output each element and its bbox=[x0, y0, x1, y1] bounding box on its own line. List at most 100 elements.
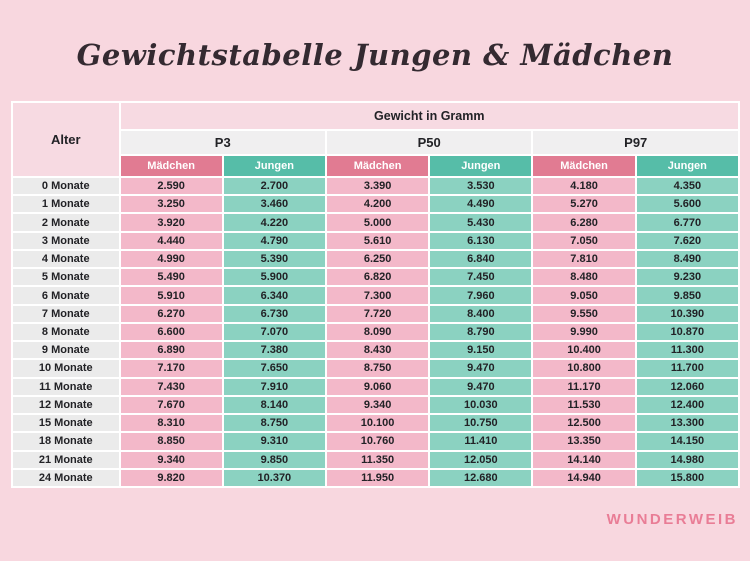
age-cell: 3 Monate bbox=[13, 232, 119, 249]
weight-cell: 12.500 bbox=[533, 415, 635, 432]
weight-cell: 9.470 bbox=[430, 378, 532, 395]
weight-cell: 8.850 bbox=[120, 433, 222, 450]
weight-cell: 4.350 bbox=[636, 178, 738, 195]
weight-cell: 7.670 bbox=[120, 396, 222, 414]
weight-cell: 9.340 bbox=[326, 396, 429, 414]
percentile-header-p50: P50 bbox=[326, 131, 532, 154]
age-cell: 8 Monate bbox=[13, 323, 119, 341]
table-row: 9 Monate 6.890 7.380 8.430 9.150 10.400 11.300 bbox=[13, 342, 738, 359]
age-cell: 6 Monate bbox=[13, 287, 119, 304]
weight-cell: 7.960 bbox=[430, 287, 532, 304]
weight-cell: 8.140 bbox=[223, 396, 325, 414]
age-cell: 10 Monate bbox=[13, 360, 119, 377]
table-row: 11 Monate 7.430 7.910 9.060 9.470 11.170 12.06… bbox=[13, 378, 738, 395]
weight-cell: 10.760 bbox=[326, 433, 429, 450]
weight-cell: 6.730 bbox=[223, 305, 325, 322]
weight-cell: 12.400 bbox=[636, 396, 738, 414]
weight-cell: 4.180 bbox=[533, 178, 635, 195]
weight-cell: 3.390 bbox=[326, 178, 429, 195]
weight-cell: 9.310 bbox=[223, 433, 325, 450]
weight-cell: 14.150 bbox=[636, 433, 738, 450]
table-row: 18 Monate 8.850 9.310 10.760 11.410 13.350 14.… bbox=[13, 433, 738, 450]
weight-cell: 5.430 bbox=[430, 214, 532, 231]
weight-cell: 7.650 bbox=[223, 360, 325, 377]
weight-cell: 6.130 bbox=[430, 232, 532, 249]
weight-cell: 10.870 bbox=[636, 323, 738, 341]
weight-cell: 5.000 bbox=[326, 214, 429, 231]
weight-cell: 4.220 bbox=[223, 214, 325, 231]
weight-cell: 14.980 bbox=[636, 451, 738, 468]
weight-cell: 5.610 bbox=[326, 232, 429, 249]
weight-cell: 13.350 bbox=[533, 433, 635, 450]
weight-cell: 9.990 bbox=[533, 323, 635, 341]
weight-cell: 10.030 bbox=[430, 396, 532, 414]
age-cell: 24 Monate bbox=[13, 469, 119, 486]
unit-group-header: Gewicht in Gramm bbox=[120, 103, 738, 129]
weight-cell: 3.530 bbox=[430, 178, 532, 195]
age-cell: 18 Monate bbox=[13, 433, 119, 450]
weight-cell: 4.440 bbox=[120, 232, 222, 249]
weight-cell: 11.350 bbox=[326, 451, 429, 468]
age-cell: 15 Monate bbox=[13, 415, 119, 432]
weight-cell: 4.790 bbox=[223, 232, 325, 249]
weight-table-container: Alter Gewicht in Gramm P3 P50 P97 Mädche… bbox=[11, 101, 740, 488]
weight-cell: 10.800 bbox=[533, 360, 635, 377]
weight-cell: 9.060 bbox=[326, 378, 429, 395]
weight-cell: 7.620 bbox=[636, 232, 738, 249]
age-cell: 7 Monate bbox=[13, 305, 119, 322]
weight-cell: 9.550 bbox=[533, 305, 635, 322]
weight-cell: 7.810 bbox=[533, 250, 635, 268]
table-row: 8 Monate 6.600 7.070 8.090 8.790 9.990 10.870 bbox=[13, 323, 738, 341]
table-row: 24 Monate 9.820 10.370 11.950 12.680 14.940 15… bbox=[13, 469, 738, 486]
weight-cell: 6.270 bbox=[120, 305, 222, 322]
weight-cell: 9.340 bbox=[120, 451, 222, 468]
weight-cell: 10.370 bbox=[223, 469, 325, 486]
percentile-header-p97: P97 bbox=[533, 131, 738, 154]
weight-cell: 8.750 bbox=[326, 360, 429, 377]
girls-header-p97: Mädchen bbox=[533, 156, 635, 176]
weight-cell: 4.990 bbox=[120, 250, 222, 268]
weight-cell: 12.680 bbox=[430, 469, 532, 486]
weight-cell: 8.310 bbox=[120, 415, 222, 432]
weight-cell: 8.090 bbox=[326, 323, 429, 341]
table-row: 7 Monate 6.270 6.730 7.720 8.400 9.550 10.390 bbox=[13, 305, 738, 322]
weight-cell: 8.750 bbox=[223, 415, 325, 432]
age-cell: 4 Monate bbox=[13, 250, 119, 268]
weight-cell: 11.170 bbox=[533, 378, 635, 395]
weight-cell: 5.490 bbox=[120, 269, 222, 286]
weight-cell: 5.910 bbox=[120, 287, 222, 304]
weight-cell: 7.910 bbox=[223, 378, 325, 395]
age-cell: 2 Monate bbox=[13, 214, 119, 231]
girls-header-p50: Mädchen bbox=[326, 156, 429, 176]
weight-cell: 14.940 bbox=[533, 469, 635, 486]
age-cell: 21 Monate bbox=[13, 451, 119, 468]
age-cell: 9 Monate bbox=[13, 342, 119, 359]
weight-cell: 7.450 bbox=[430, 269, 532, 286]
page-title: Gewichtstabelle Jungen & Mädchen bbox=[76, 38, 674, 72]
weight-cell: 5.600 bbox=[636, 196, 738, 213]
weight-cell: 6.250 bbox=[326, 250, 429, 268]
weight-cell: 5.270 bbox=[533, 196, 635, 213]
girls-header-p3: Mädchen bbox=[120, 156, 222, 176]
weight-cell: 15.800 bbox=[636, 469, 738, 486]
weight-cell: 6.770 bbox=[636, 214, 738, 231]
age-cell: 11 Monate bbox=[13, 378, 119, 395]
boys-header-p97: Jungen bbox=[636, 156, 738, 176]
weight-cell: 3.460 bbox=[223, 196, 325, 213]
weight-cell: 5.900 bbox=[223, 269, 325, 286]
weight-cell: 9.850 bbox=[636, 287, 738, 304]
weight-cell: 2.700 bbox=[223, 178, 325, 195]
weight-cell: 11.300 bbox=[636, 342, 738, 359]
weight-cell: 7.170 bbox=[120, 360, 222, 377]
table-row: 0 Monate 2.590 2.700 3.390 3.530 4.180 4.350 bbox=[13, 178, 738, 195]
weight-cell: 8.490 bbox=[636, 250, 738, 268]
weight-cell: 14.140 bbox=[533, 451, 635, 468]
table-row: 3 Monate 4.440 4.790 5.610 6.130 7.050 7.620 bbox=[13, 232, 738, 249]
weight-cell: 10.400 bbox=[533, 342, 635, 359]
weight-cell: 11.950 bbox=[326, 469, 429, 486]
weight-cell: 9.050 bbox=[533, 287, 635, 304]
weight-cell: 8.400 bbox=[430, 305, 532, 322]
weight-cell: 4.490 bbox=[430, 196, 532, 213]
weight-cell: 7.070 bbox=[223, 323, 325, 341]
